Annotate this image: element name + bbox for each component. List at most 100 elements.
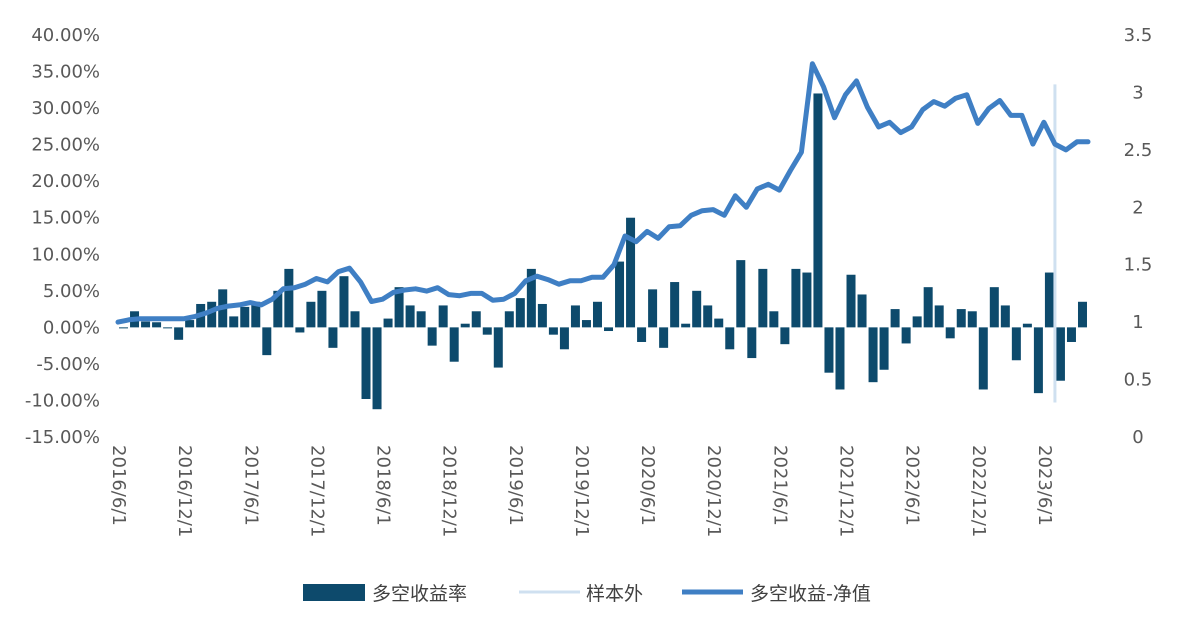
- bar: [758, 268, 768, 328]
- bar: [1055, 327, 1065, 381]
- bar: [780, 327, 790, 345]
- legend-swatch-bar: [303, 584, 365, 601]
- bar: [956, 309, 966, 328]
- left-tick-label: 35.00%: [31, 62, 100, 83]
- bar: [141, 321, 151, 328]
- bar: [438, 305, 448, 328]
- bar: [626, 217, 636, 328]
- bar: [262, 327, 272, 356]
- right-tick-label: 1: [1132, 312, 1143, 333]
- bar: [581, 320, 591, 328]
- x-tick-label: 2019/6/1: [505, 445, 526, 526]
- x-tick-label: 2018/12/1: [439, 445, 460, 537]
- bar: [637, 327, 647, 342]
- x-tick-label: 2016/6/1: [108, 445, 129, 526]
- bar: [284, 268, 294, 328]
- bar: [405, 305, 415, 328]
- bar-series: [119, 93, 1087, 410]
- bar: [945, 327, 955, 339]
- bar: [901, 327, 911, 344]
- bar: [537, 303, 547, 328]
- left-tick-label: 30.00%: [31, 98, 100, 119]
- bar: [923, 287, 933, 328]
- x-tick-label: 2020/6/1: [637, 445, 658, 526]
- bar: [725, 327, 735, 350]
- left-tick-label: 40.00%: [31, 25, 100, 46]
- bar: [681, 323, 691, 328]
- bar: [846, 274, 856, 328]
- bar: [515, 298, 525, 328]
- right-tick-label: 0.5: [1124, 370, 1153, 391]
- bar: [504, 311, 514, 328]
- x-axis: 2016/6/1 2016/12/1 2017/6/1 2017/12/1 2018/6…: [108, 445, 1055, 537]
- bar: [471, 311, 481, 328]
- bar: [482, 327, 492, 335]
- x-tick-label: 2017/6/1: [240, 445, 261, 526]
- bar: [615, 261, 625, 328]
- right-axis: 0 0.5 1 1.5 2 2.5 3 3.5: [1124, 25, 1153, 448]
- x-tick-label: 2021/6/1: [769, 445, 790, 526]
- bar: [570, 305, 580, 328]
- x-tick-label: 2019/12/1: [571, 445, 592, 537]
- bar: [769, 311, 779, 328]
- bar: [306, 301, 316, 328]
- bar: [868, 327, 878, 383]
- bar: [174, 327, 184, 340]
- bar: [251, 301, 261, 328]
- bar: [119, 327, 129, 329]
- net-value-series: [115, 61, 1091, 325]
- bar: [978, 327, 988, 390]
- legend-label-line: 多空收益-净值: [750, 583, 871, 605]
- legend: 多空收益率 样本外 多空收益-净值: [303, 583, 871, 605]
- left-tick-label: 10.00%: [31, 244, 100, 265]
- left-tick-label: -15.00%: [25, 427, 100, 448]
- bar: [427, 327, 437, 346]
- bar: [548, 327, 558, 335]
- bar: [736, 260, 746, 328]
- bar: [372, 327, 382, 410]
- bar: [890, 309, 900, 328]
- x-tick-label: 2016/12/1: [174, 445, 195, 537]
- bar: [449, 327, 459, 362]
- right-tick-label: 3.5: [1124, 25, 1153, 46]
- left-tick-label: -5.00%: [36, 354, 100, 375]
- bar: [361, 327, 371, 399]
- left-tick-label: -10.00%: [25, 390, 100, 411]
- bar: [912, 316, 922, 328]
- bar: [791, 268, 801, 328]
- bar: [152, 322, 162, 328]
- bar: [824, 327, 834, 373]
- right-tick-label: 1.5: [1124, 255, 1153, 276]
- bar: [802, 272, 812, 328]
- bar: [967, 311, 977, 328]
- bar: [659, 327, 669, 348]
- bar: [240, 306, 250, 328]
- x-tick-label: 2023/6/1: [1034, 445, 1055, 526]
- bar: [648, 289, 658, 328]
- bar: [592, 301, 602, 328]
- left-tick-label: 0.00%: [43, 317, 100, 338]
- left-tick-label: 25.00%: [31, 135, 100, 156]
- x-tick-label: 2018/6/1: [373, 445, 394, 526]
- bar: [1066, 327, 1076, 342]
- bar: [857, 294, 867, 328]
- bar: [714, 318, 724, 328]
- left-axis: -15.00% -10.00% -5.00% 0.00% 5.00% 10.00% 15.0…: [25, 25, 100, 448]
- bar: [670, 282, 680, 328]
- x-tick-label: 2020/12/1: [703, 445, 724, 537]
- bar: [703, 305, 713, 328]
- x-tick-label: 2022/12/1: [968, 445, 989, 537]
- x-tick-label: 2021/12/1: [836, 445, 857, 537]
- bar: [559, 327, 569, 350]
- bar: [163, 327, 173, 329]
- net-value-line: [115, 61, 1091, 325]
- bar: [328, 327, 338, 348]
- bar: [350, 311, 360, 328]
- bar: [394, 287, 404, 328]
- bar: [879, 327, 889, 370]
- legend-label-bar: 多空收益率: [372, 583, 467, 605]
- x-tick-label: 2022/6/1: [902, 445, 923, 526]
- bar: [835, 327, 845, 390]
- right-tick-label: 2: [1132, 197, 1143, 218]
